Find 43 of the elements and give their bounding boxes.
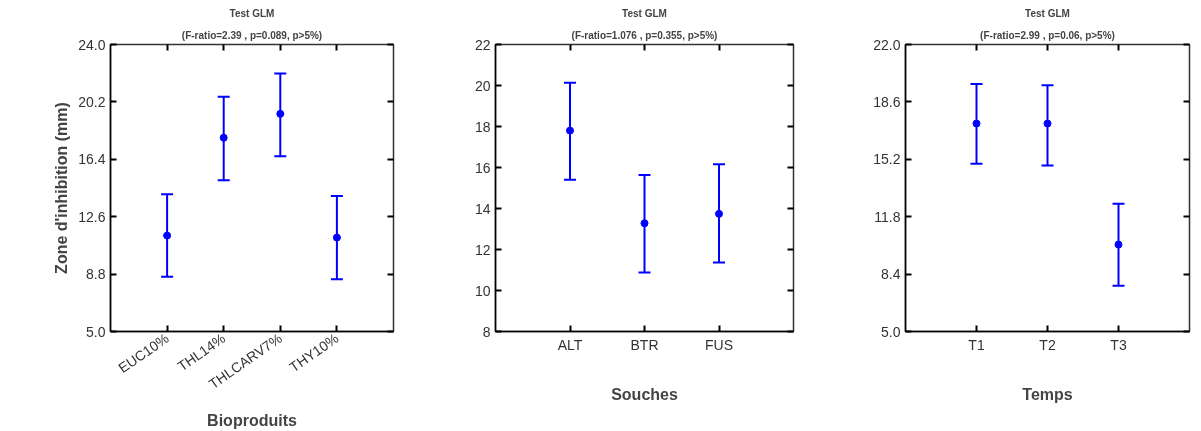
point bbox=[640, 219, 649, 228]
y-tick-label: 11.8 bbox=[874, 208, 901, 225]
y-tick-label: 8 bbox=[482, 323, 491, 340]
y-tick-label: 15.2 bbox=[873, 151, 901, 168]
point bbox=[566, 126, 574, 135]
y-tick-label: 12.6 bbox=[78, 208, 106, 225]
x-tick-label: FUS bbox=[705, 336, 733, 353]
x-axis-title: Bioproduits bbox=[207, 411, 297, 429]
point bbox=[715, 209, 723, 218]
point bbox=[332, 233, 341, 242]
chart-subtitle: (F-ratio=2.99 , p=0.06, p>5%) bbox=[980, 29, 1115, 41]
y-tick-label: 14 bbox=[474, 200, 491, 217]
y-tick-label: 18.6 bbox=[873, 93, 901, 110]
x-tick-label: T3 bbox=[1110, 336, 1127, 353]
chart-title: Test GLM bbox=[1025, 7, 1070, 19]
chart-subtitle: (F-ratio=1.076 , p=0.355, p>5%) bbox=[571, 29, 718, 41]
point bbox=[276, 109, 285, 118]
x-tick-label: T1 bbox=[968, 336, 985, 353]
x-tick-label: ALT bbox=[557, 336, 583, 353]
x-tick-label: BTR bbox=[630, 336, 659, 353]
y-axis-title: Zone d'inhibition (mm) bbox=[53, 102, 71, 274]
y-tick-label: 22.0 bbox=[873, 36, 901, 53]
x-axis-title: Souches bbox=[611, 385, 678, 403]
x-tick-label: T2 bbox=[1039, 336, 1056, 353]
y-tick-label: 5.0 bbox=[881, 323, 901, 340]
y-tick-label: 16.4 bbox=[78, 151, 106, 168]
y-tick-label: 16 bbox=[474, 159, 491, 176]
y-tick-label: 12 bbox=[474, 241, 491, 258]
y-tick-label: 8.8 bbox=[86, 266, 106, 283]
y-tick-label: 22 bbox=[474, 36, 491, 53]
point bbox=[219, 133, 228, 142]
y-tick-label: 20.2 bbox=[78, 93, 106, 110]
chart-title: Test GLM bbox=[622, 7, 667, 19]
x-axis-title: Temps bbox=[1022, 385, 1073, 403]
y-tick-label: 5.0 bbox=[86, 323, 106, 340]
y-tick-label: 18 bbox=[474, 118, 491, 135]
y-tick-label: 20 bbox=[474, 77, 491, 94]
chart-title: Test GLM bbox=[229, 7, 275, 19]
y-tick-label: 24.0 bbox=[78, 36, 106, 53]
point bbox=[163, 231, 172, 240]
chart-subtitle: (F-ratio=2.39 , p=0.089, p>5%) bbox=[181, 29, 323, 41]
y-tick-label: 10 bbox=[474, 282, 491, 299]
y-tick-label: 8.4 bbox=[881, 266, 901, 283]
